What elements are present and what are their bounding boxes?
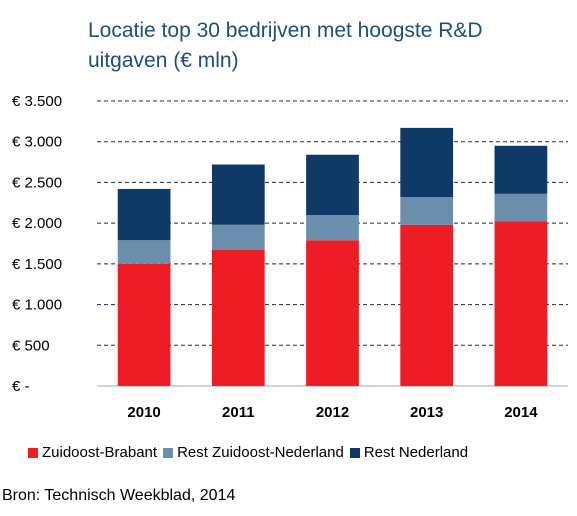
legend-label-rest-nederland: Rest Nederland [363, 444, 469, 461]
x-tick-label: 2012 [316, 404, 349, 421]
legend-item-zuidoost-brabant: Zuidoost-Brabant [28, 444, 157, 461]
source-note: Bron: Technisch Weekblad, 2014 [2, 487, 236, 504]
y-tick-label: € 2.500 [12, 174, 62, 191]
y-tick-label: € 1.500 [12, 256, 62, 273]
bar-2012-series-2 [306, 215, 359, 241]
bar-2014-series-2 [494, 193, 548, 222]
legend-item-rest-zuidoost-nederland: Rest Zuidoost-Nederland [163, 444, 344, 461]
y-tick-label: € 2.000 [12, 215, 62, 232]
legend-swatch-rest-zuidoost-nederland [163, 447, 174, 458]
y-tick-label: € 1.000 [12, 297, 62, 314]
x-tick-label: 2011 [222, 404, 255, 421]
bar-2010-series-1 [117, 263, 171, 386]
y-tick-label: € 500 [12, 337, 50, 354]
legend-label-rest-zuidoost-nederland: Rest Zuidoost-Nederland [177, 444, 344, 461]
bar-2014-series-3 [494, 145, 548, 194]
x-tick-label: 2014 [504, 404, 538, 421]
bar-2012-series-1 [306, 240, 359, 386]
bar-2013-series-1 [400, 224, 454, 386]
legend: Zuidoost-Brabant Rest Zuidoost-Nederland… [28, 444, 474, 461]
bar-2014-series-1 [494, 221, 548, 386]
bar-2010-series-3 [117, 188, 171, 241]
y-tick-label: € - [12, 378, 30, 395]
bar-2011-series-3 [211, 164, 265, 225]
y-tick-label: € 3.000 [12, 134, 62, 151]
chart-title: Locatie top 30 bedrijven met hoogste R&D… [88, 19, 483, 72]
bar-2011-series-2 [211, 224, 265, 251]
bar-2010-series-2 [117, 240, 171, 264]
bar-2013-series-3 [400, 127, 454, 198]
legend-swatch-rest-nederland [349, 447, 360, 458]
bar-2012-series-3 [306, 154, 359, 215]
legend-item-rest-nederland: Rest Nederland [349, 444, 469, 461]
bar-2013-series-2 [400, 197, 454, 225]
legend-label-zuidoost-brabant: Zuidoost-Brabant [42, 444, 158, 461]
x-tick-label: 2010 [127, 404, 160, 421]
x-tick-label: 2013 [410, 404, 443, 421]
y-tick-label: € 3.500 [12, 93, 62, 110]
legend-swatch-zuidoost-brabant [28, 447, 38, 458]
bar-2011-series-1 [211, 250, 265, 386]
